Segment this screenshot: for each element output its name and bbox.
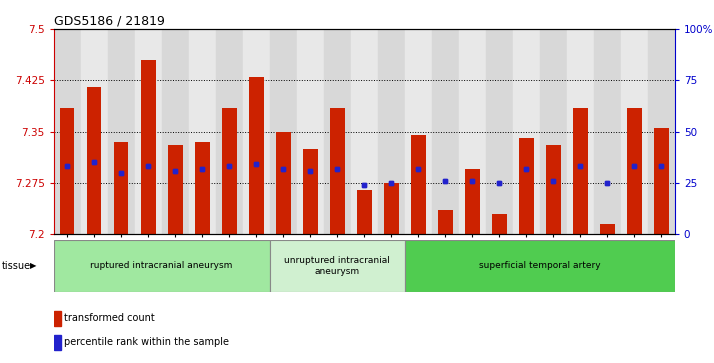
Bar <box>627 108 642 234</box>
Bar <box>330 108 345 234</box>
Text: ruptured intracranial aneurysm: ruptured intracranial aneurysm <box>91 261 233 270</box>
Bar <box>492 214 507 234</box>
Bar <box>648 29 675 234</box>
Bar <box>594 29 620 234</box>
Bar <box>86 87 101 234</box>
Bar <box>573 108 588 234</box>
Bar <box>405 29 432 234</box>
Text: ▶: ▶ <box>30 261 36 270</box>
Bar <box>438 210 453 234</box>
Bar <box>411 135 426 234</box>
Bar <box>221 108 236 234</box>
Bar <box>519 138 533 234</box>
Bar <box>86 87 101 234</box>
Bar <box>248 77 263 234</box>
Bar <box>221 108 236 234</box>
Bar <box>60 108 74 234</box>
Bar <box>188 29 216 234</box>
Bar <box>270 29 296 234</box>
Bar <box>654 128 668 234</box>
Bar <box>195 142 209 234</box>
Bar <box>545 145 560 234</box>
Bar <box>573 108 588 234</box>
Bar <box>168 145 183 234</box>
Bar <box>620 29 648 234</box>
Bar <box>276 132 291 234</box>
Bar <box>540 29 567 234</box>
Text: tissue: tissue <box>2 261 31 271</box>
Bar <box>567 29 594 234</box>
Bar <box>486 29 513 234</box>
Bar <box>81 29 108 234</box>
Text: percentile rank within the sample: percentile rank within the sample <box>64 337 229 347</box>
Text: unruptured intracranial
aneurysm: unruptured intracranial aneurysm <box>284 256 390 276</box>
Bar <box>114 142 129 234</box>
Bar <box>54 29 81 234</box>
Bar <box>600 224 615 234</box>
Bar <box>54 311 61 326</box>
Bar <box>627 108 642 234</box>
Bar <box>60 108 74 234</box>
Bar <box>405 240 675 292</box>
Bar <box>168 145 183 234</box>
Bar <box>303 149 318 234</box>
Bar <box>134 29 161 234</box>
Bar <box>545 145 560 234</box>
Bar <box>383 183 398 234</box>
Bar <box>303 149 318 234</box>
Bar <box>270 240 405 292</box>
Bar <box>141 60 156 234</box>
Bar <box>438 210 453 234</box>
Bar <box>54 335 61 350</box>
Bar <box>378 29 405 234</box>
Bar <box>383 183 398 234</box>
Bar <box>411 135 426 234</box>
Bar <box>351 29 378 234</box>
Bar <box>276 132 291 234</box>
Bar <box>108 29 134 234</box>
Bar <box>243 29 270 234</box>
Bar <box>141 60 156 234</box>
Bar <box>492 214 507 234</box>
Bar <box>296 29 323 234</box>
Bar <box>114 142 129 234</box>
Bar <box>216 29 243 234</box>
Bar <box>323 29 351 234</box>
Bar <box>654 128 668 234</box>
Text: GDS5186 / 21819: GDS5186 / 21819 <box>54 15 164 28</box>
Bar <box>465 169 480 234</box>
Bar <box>357 190 371 234</box>
Bar <box>54 240 270 292</box>
Bar <box>519 138 533 234</box>
Bar <box>513 29 540 234</box>
Bar <box>330 108 345 234</box>
Bar <box>465 169 480 234</box>
Bar <box>458 29 486 234</box>
Text: superficial temporal artery: superficial temporal artery <box>479 261 600 270</box>
Bar <box>161 29 188 234</box>
Bar <box>357 190 371 234</box>
Text: transformed count: transformed count <box>64 313 155 323</box>
Bar <box>195 142 209 234</box>
Bar <box>248 77 263 234</box>
Bar <box>600 224 615 234</box>
Bar <box>432 29 458 234</box>
